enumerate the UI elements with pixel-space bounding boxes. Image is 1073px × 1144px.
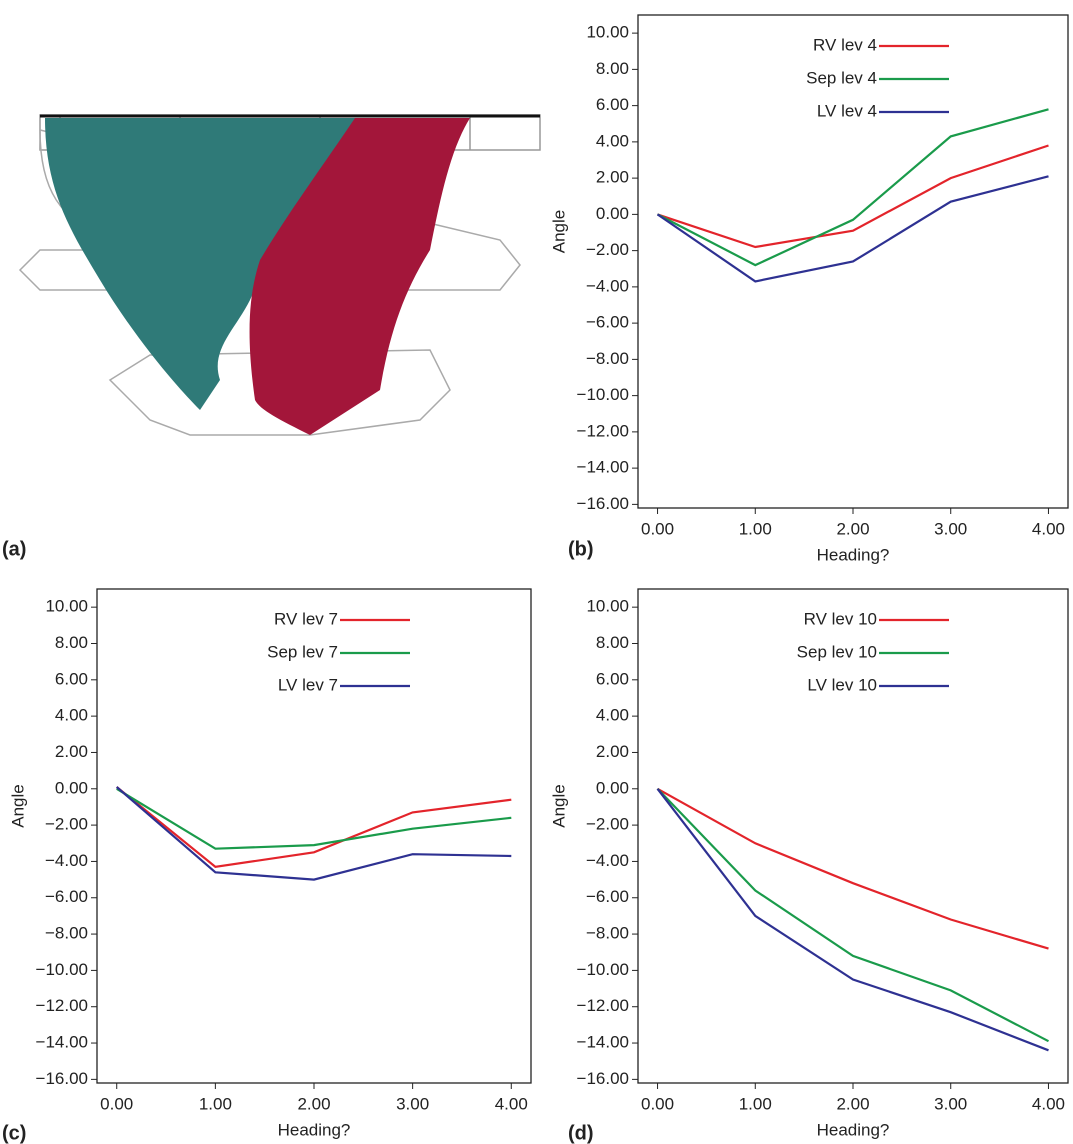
y-tick-label: −12.00 [577, 996, 629, 1015]
y-tick-label: 4.00 [596, 706, 629, 725]
y-tick-label: −2.00 [586, 815, 629, 834]
x-tick-label: 1.00 [739, 1094, 772, 1113]
x-tick-label: 4.00 [1032, 1094, 1065, 1113]
series-line [658, 176, 1049, 281]
y-tick-label: −10.00 [577, 385, 629, 404]
y-tick-label: −6.00 [586, 887, 629, 906]
legend-label: RV lev 7 [274, 609, 338, 628]
y-tick-label: 0.00 [596, 204, 629, 223]
series-line [658, 146, 1049, 248]
y-tick-label: −14.00 [577, 458, 629, 477]
y-tick-label: −16.00 [36, 1069, 88, 1088]
series-line [117, 789, 512, 849]
y-tick-label: −8.00 [586, 349, 629, 368]
x-tick-label: 0.00 [641, 519, 674, 538]
series-line [117, 787, 512, 880]
x-tick-label: 3.00 [396, 1094, 429, 1113]
y-tick-label: −8.00 [45, 924, 88, 943]
y-tick-label: 6.00 [596, 669, 629, 688]
legend-label: LV lev 4 [817, 101, 877, 120]
y-tick-label: 8.00 [596, 59, 629, 78]
y-tick-label: −4.00 [586, 276, 629, 295]
y-tick-label: 2.00 [596, 168, 629, 187]
x-tick-label: 0.00 [100, 1094, 133, 1113]
y-tick-label: 8.00 [596, 633, 629, 652]
y-axis-label: Angle [549, 784, 568, 827]
y-tick-label: 4.00 [55, 706, 88, 725]
y-tick-label: −12.00 [577, 421, 629, 440]
y-tick-label: −8.00 [586, 924, 629, 943]
y-tick-label: −16.00 [577, 1069, 629, 1088]
y-tick-label: −16.00 [577, 494, 629, 513]
x-tick-label: 2.00 [836, 1094, 869, 1113]
y-tick-label: 0.00 [55, 778, 88, 797]
y-tick-label: −10.00 [577, 960, 629, 979]
x-tick-label: 4.00 [495, 1094, 528, 1113]
x-tick-label: 2.00 [297, 1094, 330, 1113]
y-tick-label: −2.00 [45, 815, 88, 834]
y-tick-label: −6.00 [45, 887, 88, 906]
y-tick-label: 2.00 [596, 742, 629, 761]
figure: (a) 10.00 8.00 6.00 4.00 2.00 0.00 −2.00 −4.00 −… [0, 0, 1073, 1144]
legend-label: Sep lev 4 [806, 68, 877, 87]
y-tick-label: −4.00 [586, 851, 629, 870]
x-tick-label: 1.00 [199, 1094, 232, 1113]
series-line [658, 789, 1049, 949]
legend-label: RV lev 10 [804, 609, 877, 628]
y-tick-label: −4.00 [45, 851, 88, 870]
x-axis-label: Heading? [817, 545, 890, 564]
y-tick-label: 6.00 [596, 95, 629, 114]
heart-model-image [20, 115, 540, 435]
y-tick-label: 8.00 [55, 633, 88, 652]
y-tick-label: 6.00 [55, 669, 88, 688]
legend-label: LV lev 10 [807, 675, 877, 694]
y-tick-label: 10.00 [586, 23, 629, 42]
y-tick-label: −14.00 [577, 1033, 629, 1052]
y-tick-label: 10.00 [586, 597, 629, 616]
legend-label: RV lev 4 [813, 35, 877, 54]
x-tick-label: 4.00 [1032, 519, 1065, 538]
y-axis-label: Angle [549, 210, 568, 253]
x-tick-label: 0.00 [641, 1094, 674, 1113]
legend-label: Sep lev 7 [267, 642, 338, 661]
legend-label: LV lev 7 [278, 675, 338, 694]
y-tick-label: 2.00 [55, 742, 88, 761]
y-tick-label: −12.00 [36, 996, 88, 1015]
plot-frame [97, 589, 531, 1083]
panel-label: (a) [2, 538, 26, 560]
y-axis-label: Angle [8, 784, 27, 827]
panel-label: (c) [2, 1122, 26, 1144]
y-tick-label: 0.00 [596, 778, 629, 797]
panel-label: (d) [568, 1122, 594, 1144]
series-line [658, 789, 1049, 1041]
x-axis-label: Heading? [278, 1120, 351, 1139]
y-tick-label: 10.00 [45, 597, 88, 616]
y-tick-label: −2.00 [586, 240, 629, 259]
x-tick-label: 2.00 [836, 519, 869, 538]
x-tick-label: 3.00 [934, 519, 967, 538]
x-tick-label: 3.00 [934, 1094, 967, 1113]
panel-label: (b) [568, 538, 594, 560]
y-tick-label: −10.00 [36, 960, 88, 979]
y-tick-label: −6.00 [586, 313, 629, 332]
y-tick-label: −14.00 [36, 1033, 88, 1052]
legend-label: Sep lev 10 [797, 642, 877, 661]
x-axis-label: Heading? [817, 1120, 890, 1139]
x-tick-label: 1.00 [739, 519, 772, 538]
y-tick-label: 4.00 [596, 131, 629, 150]
series-line [658, 109, 1049, 265]
